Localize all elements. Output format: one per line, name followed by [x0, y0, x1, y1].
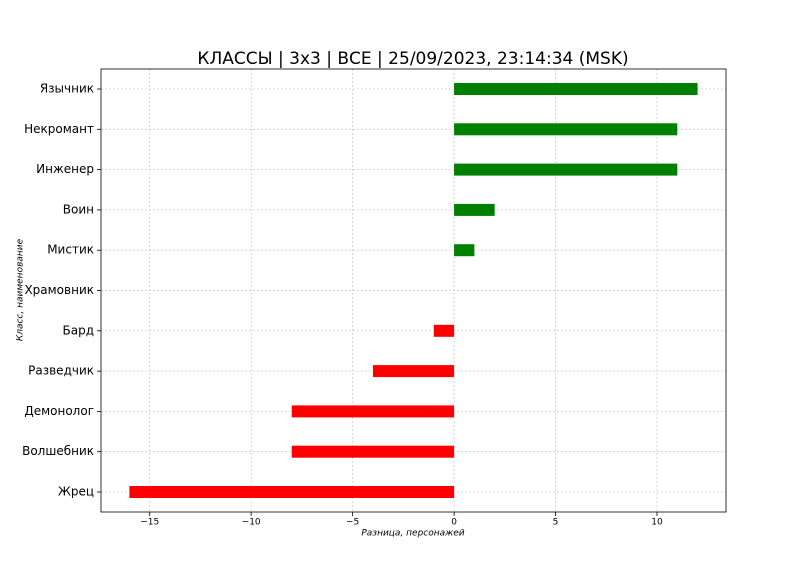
bar [129, 486, 455, 498]
bar [291, 445, 455, 458]
bar [433, 324, 455, 337]
y-tick-label: Некромант [24, 122, 94, 136]
y-tick-label: Жрец [58, 485, 94, 499]
y-tick-label: Бард [63, 323, 95, 337]
bar [454, 203, 495, 216]
bar [372, 365, 455, 378]
x-tick-label: 0 [451, 518, 457, 528]
x-tick-label: 10 [651, 518, 663, 528]
x-tick-label: −10 [242, 518, 261, 528]
y-tick-label: Разведчик [28, 364, 94, 378]
bar [291, 405, 455, 418]
bar [454, 83, 698, 95]
y-tick-label: Храмовник [24, 283, 94, 297]
y-axis-label: Класс, наименование [16, 238, 26, 341]
bar [454, 163, 678, 176]
y-tick-label: Волшебник [22, 444, 94, 458]
x-tick-label: 5 [553, 518, 559, 528]
plot-frame [100, 68, 727, 513]
y-tick-label: Язычник [40, 82, 94, 96]
y-tick-label: Воин [63, 202, 94, 216]
x-tick-label: −15 [140, 518, 159, 528]
y-tick-label: Инженер [36, 162, 94, 176]
x-tick-label: −5 [346, 518, 359, 528]
x-axis-label: Разница, персонажей [361, 529, 464, 539]
bar [454, 244, 475, 257]
y-tick-label: Демонолог [24, 404, 94, 418]
chart-title: КЛАССЫ | 3х3 | ВСЕ | 25/09/2023, 23:14:3… [197, 49, 628, 69]
bar [454, 123, 678, 136]
y-tick-label: Мистик [47, 243, 94, 257]
